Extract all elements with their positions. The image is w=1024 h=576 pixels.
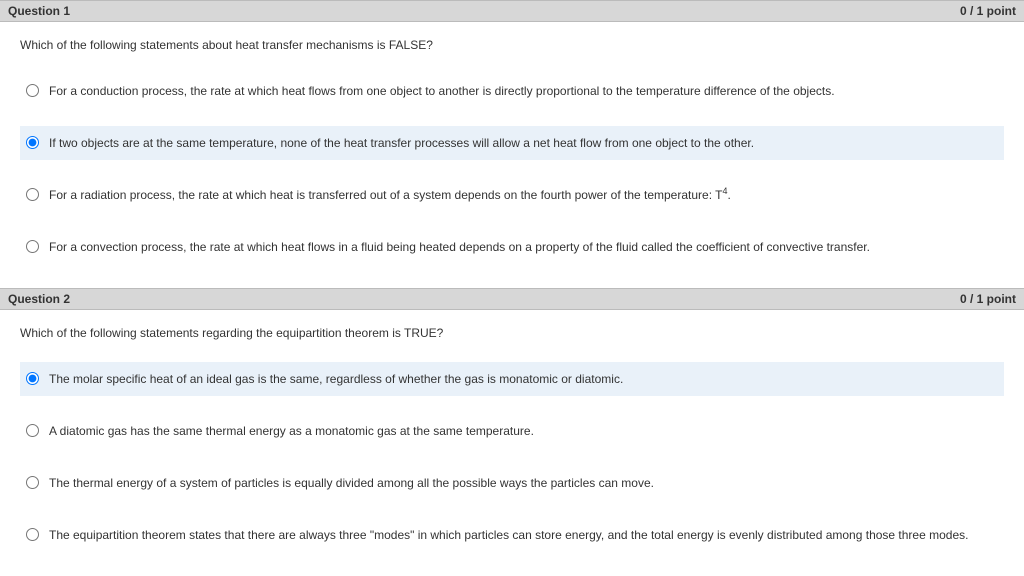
answer-choice[interactable]: The molar specific heat of an ideal gas … bbox=[20, 362, 1004, 396]
answer-radio[interactable] bbox=[26, 372, 39, 385]
question-points: 0 / 1 point bbox=[960, 4, 1016, 18]
question-block: Question 2 0 / 1 point Which of the follow… bbox=[0, 288, 1024, 576]
answer-text-main: A diatomic gas has the same thermal ener… bbox=[49, 424, 534, 438]
answer-text-main: The thermal energy of a system of partic… bbox=[49, 476, 654, 490]
answer-radio[interactable] bbox=[26, 528, 39, 541]
answer-radio[interactable] bbox=[26, 136, 39, 149]
answer-text-main: The molar specific heat of an ideal gas … bbox=[49, 372, 623, 386]
question-points: 0 / 1 point bbox=[960, 292, 1016, 306]
answer-text: If two objects are at the same temperatu… bbox=[49, 134, 998, 152]
question-body: Which of the following statements regard… bbox=[0, 310, 1024, 576]
answer-choice[interactable]: For a conduction process, the rate at wh… bbox=[20, 74, 1004, 108]
answer-choice[interactable]: If two objects are at the same temperatu… bbox=[20, 126, 1004, 160]
answer-text: The thermal energy of a system of partic… bbox=[49, 474, 998, 492]
answer-text-main: For a conduction process, the rate at wh… bbox=[49, 84, 835, 98]
answer-text: The molar specific heat of an ideal gas … bbox=[49, 370, 998, 388]
answer-choice[interactable]: The thermal energy of a system of partic… bbox=[20, 466, 1004, 500]
question-prompt: Which of the following statements about … bbox=[20, 38, 1004, 52]
answer-radio[interactable] bbox=[26, 424, 39, 437]
question-prompt: Which of the following statements regard… bbox=[20, 326, 1004, 340]
answer-choice[interactable]: For a convection process, the rate at wh… bbox=[20, 230, 1004, 264]
question-block: Question 1 0 / 1 point Which of the follow… bbox=[0, 0, 1024, 288]
answer-radio[interactable] bbox=[26, 476, 39, 489]
question-body: Which of the following statements about … bbox=[0, 22, 1024, 288]
answer-text: For a radiation process, the rate at whi… bbox=[49, 186, 998, 204]
question-title: Question 1 bbox=[8, 4, 70, 18]
answer-text-main: The equipartition theorem states that th… bbox=[49, 528, 968, 542]
answer-text: For a convection process, the rate at wh… bbox=[49, 238, 998, 256]
answer-radio[interactable] bbox=[26, 240, 39, 253]
answer-choice[interactable]: A diatomic gas has the same thermal ener… bbox=[20, 414, 1004, 448]
question-header: Question 2 0 / 1 point bbox=[0, 288, 1024, 310]
answer-radio[interactable] bbox=[26, 188, 39, 201]
answer-choice[interactable]: For a radiation process, the rate at whi… bbox=[20, 178, 1004, 212]
answer-text-main: For a radiation process, the rate at whi… bbox=[49, 188, 722, 202]
answer-radio[interactable] bbox=[26, 84, 39, 97]
answer-text: A diatomic gas has the same thermal ener… bbox=[49, 422, 998, 440]
answer-text: The equipartition theorem states that th… bbox=[49, 526, 998, 544]
answer-text-main: If two objects are at the same temperatu… bbox=[49, 136, 754, 150]
question-header: Question 1 0 / 1 point bbox=[0, 0, 1024, 22]
question-title: Question 2 bbox=[8, 292, 70, 306]
answer-text: For a conduction process, the rate at wh… bbox=[49, 82, 998, 100]
answer-text-after: . bbox=[728, 188, 731, 202]
answer-text-main: For a convection process, the rate at wh… bbox=[49, 240, 870, 254]
answer-choice[interactable]: The equipartition theorem states that th… bbox=[20, 518, 1004, 552]
